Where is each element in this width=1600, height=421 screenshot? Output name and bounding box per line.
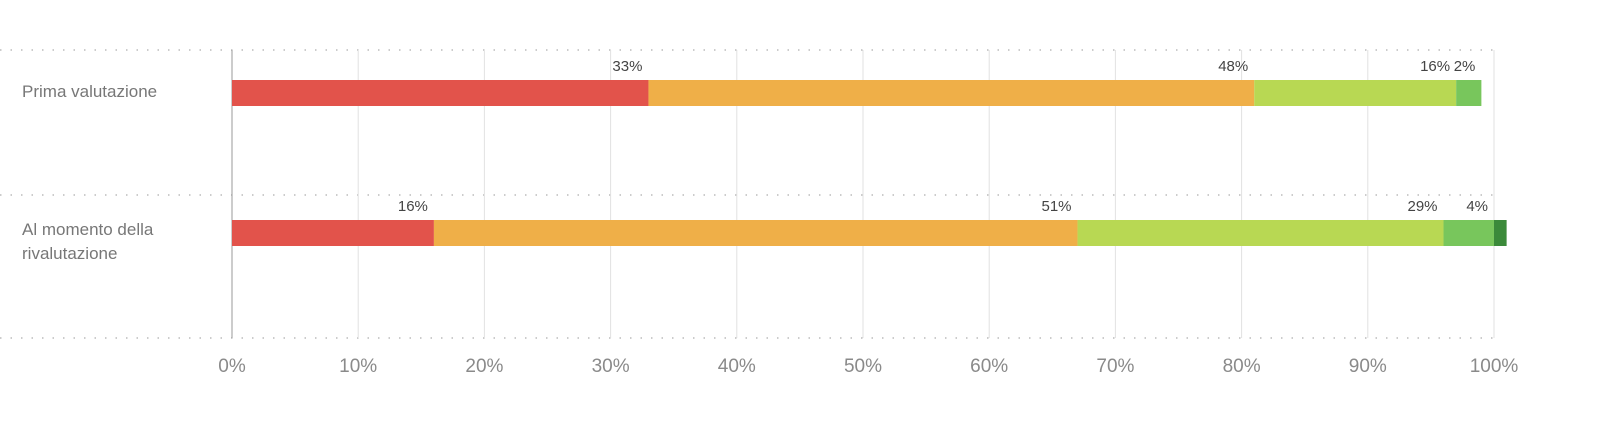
- data-label: 33%: [612, 58, 642, 75]
- data-label: 16%: [1420, 58, 1450, 75]
- x-tick-label: 0%: [218, 356, 246, 377]
- data-label: 51%: [1042, 198, 1072, 215]
- x-tick-label: 30%: [592, 356, 630, 377]
- category-label: Prima valutazione: [22, 82, 158, 101]
- bar-segment: [1077, 220, 1444, 246]
- x-tick-label: 90%: [1349, 356, 1387, 377]
- x-tick-label: 60%: [970, 356, 1008, 377]
- data-label: 29%: [1407, 198, 1437, 215]
- x-tick-label: 80%: [1223, 356, 1261, 377]
- x-tick-label: 50%: [844, 356, 882, 377]
- x-tick-label: 10%: [339, 356, 377, 377]
- data-label: 16%: [398, 198, 428, 215]
- x-tick-label: 40%: [718, 356, 756, 377]
- bar-segment: [1443, 220, 1494, 246]
- data-label: 2%: [1454, 58, 1476, 75]
- bar-segment: [1254, 80, 1457, 106]
- bar-segment: [1456, 80, 1482, 106]
- x-tick-label: 20%: [465, 356, 503, 377]
- x-tick-label: 100%: [1470, 356, 1519, 377]
- data-label: 4%: [1466, 198, 1488, 215]
- bar-segment: [232, 80, 649, 106]
- data-label: 48%: [1218, 58, 1248, 75]
- x-tick-label: 70%: [1096, 356, 1134, 377]
- bar-segment: [1494, 220, 1507, 246]
- category-label: Al momento della rivalutazione: [22, 220, 154, 263]
- bar-segment: [232, 220, 434, 246]
- bar-segment: [648, 80, 1255, 106]
- bar-segment: [433, 220, 1078, 246]
